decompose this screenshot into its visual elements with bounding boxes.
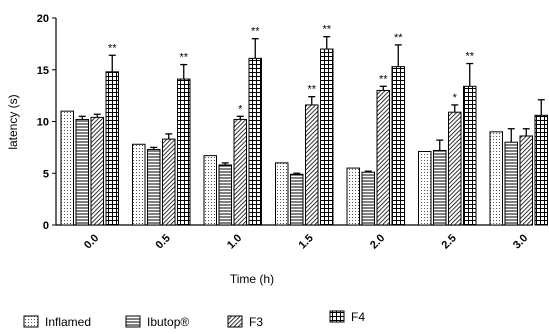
legend-label: F3 bbox=[249, 315, 263, 329]
bar bbox=[433, 149, 447, 226]
significance-label: ** bbox=[307, 84, 316, 96]
x-tick-label: 0.0 bbox=[82, 232, 101, 251]
x-tick-label: 1.0 bbox=[225, 232, 244, 251]
legend-swatch bbox=[227, 315, 243, 328]
y-tick-label: 0 bbox=[43, 220, 49, 232]
significance-label: ** bbox=[379, 73, 388, 85]
significance-label: * bbox=[453, 92, 458, 104]
bar bbox=[376, 89, 390, 226]
bar bbox=[448, 111, 462, 226]
x-tick-label: 2.5 bbox=[439, 232, 458, 251]
y-tick-label: 15 bbox=[37, 65, 49, 77]
x-tick-label: 2.0 bbox=[368, 232, 387, 251]
bar bbox=[361, 171, 375, 226]
significance-label: * bbox=[238, 103, 243, 115]
bar bbox=[463, 85, 477, 226]
plot-area: 05101520**0.0**0.5***1.0****1.5****2.0**… bbox=[37, 13, 548, 252]
bar bbox=[504, 141, 518, 226]
bar bbox=[203, 155, 217, 226]
bar bbox=[105, 71, 119, 226]
legend-swatch bbox=[329, 310, 345, 323]
bar bbox=[132, 143, 146, 226]
y-tick-label: 10 bbox=[37, 117, 49, 129]
y-axis-label: latency (s) bbox=[6, 94, 20, 149]
significance-label: ** bbox=[108, 42, 117, 54]
bar bbox=[147, 148, 161, 226]
legend: Inflamed Ibutop® F3 F4 bbox=[23, 310, 365, 329]
x-axis-label: Time (h) bbox=[230, 272, 274, 286]
bar bbox=[177, 78, 191, 226]
y-tick-label: 20 bbox=[37, 13, 49, 25]
bar bbox=[418, 151, 432, 226]
bar bbox=[233, 118, 247, 226]
bar bbox=[290, 173, 304, 226]
bar bbox=[391, 66, 405, 226]
legend-label: F4 bbox=[351, 310, 365, 324]
significance-label: ** bbox=[322, 24, 331, 36]
bar bbox=[489, 131, 503, 226]
x-tick-label: 0.5 bbox=[153, 232, 172, 251]
bar bbox=[60, 110, 74, 226]
bar bbox=[305, 104, 319, 226]
legend-label: Inflamed bbox=[45, 315, 91, 329]
bar bbox=[519, 135, 533, 226]
bar bbox=[75, 118, 89, 226]
x-tick-label: 3.0 bbox=[511, 232, 530, 251]
bar bbox=[534, 114, 548, 226]
significance-label: ** bbox=[251, 26, 260, 38]
x-tick-label: 1.5 bbox=[296, 232, 315, 251]
bar bbox=[248, 57, 262, 226]
bar bbox=[346, 167, 360, 226]
significance-label: ** bbox=[179, 52, 188, 64]
bar bbox=[162, 138, 176, 226]
bar bbox=[218, 164, 232, 226]
bar bbox=[90, 116, 104, 226]
bar bbox=[275, 162, 289, 226]
legend-swatch bbox=[125, 315, 141, 328]
legend-swatch bbox=[23, 315, 39, 328]
bar bbox=[320, 48, 334, 226]
y-tick-label: 5 bbox=[43, 168, 49, 180]
significance-label: ** bbox=[394, 32, 403, 44]
legend-label: Ibutop® bbox=[147, 315, 189, 329]
significance-label: ** bbox=[465, 51, 474, 63]
